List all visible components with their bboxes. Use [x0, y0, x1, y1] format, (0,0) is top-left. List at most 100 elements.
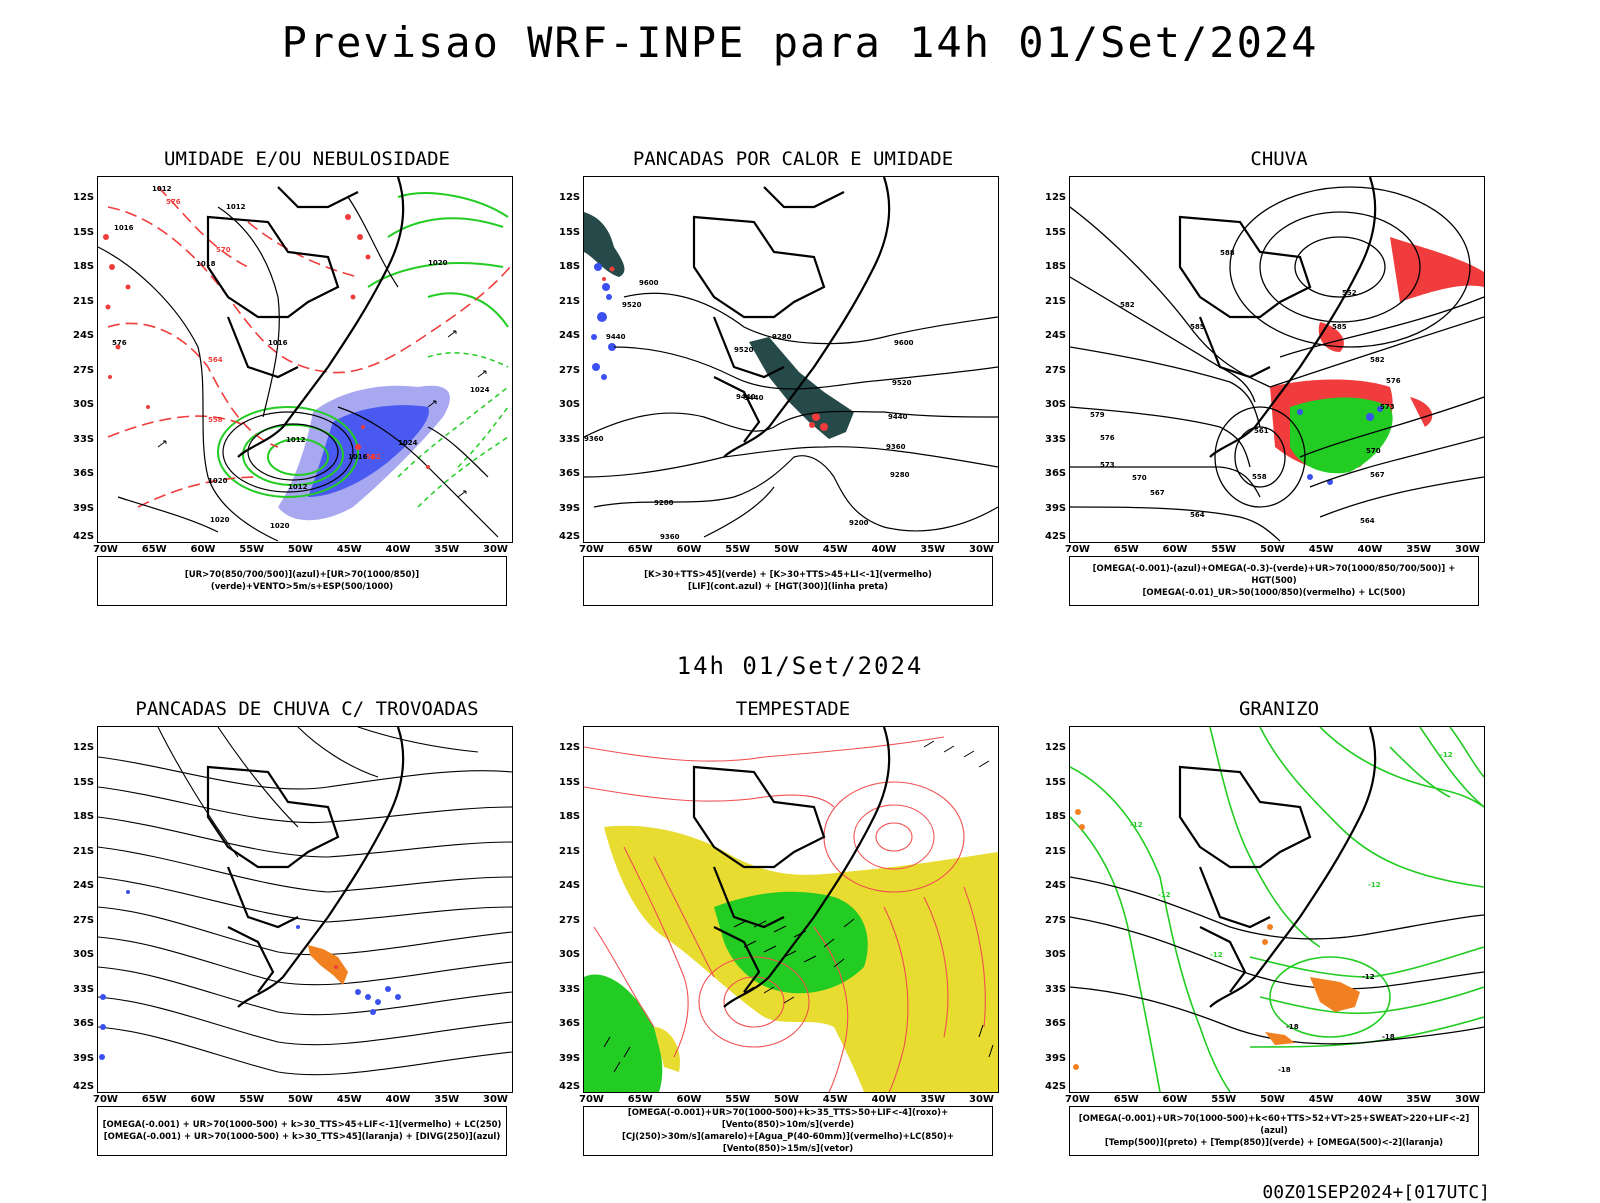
lat-tick-label: 12S: [73, 192, 95, 203]
middle-date: 14h 01/Set/2024: [676, 652, 924, 680]
panel-title: CHUVA: [1250, 148, 1308, 170]
contour-label: 570: [1132, 474, 1147, 482]
lat-tick-label: 36S: [559, 1018, 581, 1029]
panel-title: UMIDADE E/OU NEBULOSIDADE: [164, 148, 450, 170]
map-tempestade: [583, 726, 999, 1093]
legend-line: [OMEGA(-0.001) + UR>70(1000-500) + k>30_…: [103, 1132, 501, 1142]
panel-title: TEMPESTADE: [735, 698, 851, 720]
lon-tick-label: 60W: [1162, 544, 1188, 555]
lat-tick-label: 33S: [73, 983, 95, 995]
lat-tick-label: 39S: [1045, 1052, 1067, 1064]
lat-tick-label: 15S: [559, 776, 581, 788]
contour-label: 579: [1090, 411, 1105, 419]
lat-tick-label: 30S: [559, 949, 581, 960]
lat-tick-label: 12S: [559, 192, 581, 203]
map-granizo: -12 -18 -18 -18 -12 -12 -12 -12 -12: [1069, 726, 1485, 1093]
legend-line: [UR>70(850/700/500)](azul)+[UR>70(1000/8…: [184, 570, 420, 592]
lat-tick-label: 24S: [1045, 330, 1067, 341]
legend-line: [LIF](cont.azul) + [HGT(300)](linha pret…: [687, 582, 889, 592]
panel-chuva: CHUVA: [1069, 148, 1489, 618]
lon-tick-label: 55W: [1211, 544, 1237, 555]
contour-label: 1020: [428, 259, 448, 267]
legend-pancadas-trovoadas: [OMEGA(-0.001) + UR>70(1000-500) + k>30_…: [97, 1106, 507, 1156]
lon-tick-label: 70W: [93, 1094, 118, 1105]
legend-pancadas-calor: [K>30+TTS>45](verde) + [K>30+TTS>45+LI<-…: [583, 556, 993, 606]
lon-tick-label: 45W: [1308, 544, 1334, 555]
lon-tick-label: 65W: [1113, 1094, 1139, 1105]
contour-label: 552: [366, 453, 381, 461]
lon-tick-label: 50W: [774, 1094, 799, 1105]
contour-label: 1016: [114, 224, 134, 232]
lat-tick-label: 27S: [1045, 364, 1067, 376]
legend-umidade: [UR>70(850/700/500)](azul)+[UR>70(1000/8…: [97, 556, 507, 606]
contour-label: 570: [1366, 447, 1381, 455]
lon-tick-label: 55W: [725, 544, 751, 555]
lat-tick-label: 18S: [1045, 261, 1067, 272]
lat-tick-label: 27S: [73, 364, 95, 376]
lon-tick-label: 50W: [1260, 1094, 1285, 1105]
contour-label: 1020: [270, 522, 290, 530]
lon-tick-label: 55W: [1211, 1094, 1237, 1105]
lat-tick-label: 24S: [1045, 880, 1067, 891]
contour-label: 1012: [288, 483, 308, 491]
map-pancadas-calor: 9600 9520 9440 9520 9440 9360 9280 9200 …: [583, 176, 999, 543]
legend-line: [Temp(500)](preto) + [Temp(850)](verde) …: [1104, 1138, 1444, 1148]
lon-tick-label: 65W: [627, 1094, 653, 1105]
lat-tick-label: 30S: [1045, 399, 1067, 410]
lon-tick-label: 40W: [871, 544, 897, 555]
lon-tick-label: 50W: [288, 544, 313, 555]
lon-tick-label: 40W: [1357, 544, 1383, 555]
lon-tick-label: 70W: [1065, 1094, 1090, 1105]
lon-tick-label: 50W: [1260, 544, 1285, 555]
lon-tick-label: 45W: [336, 544, 362, 555]
contour-label: 1012: [226, 203, 246, 211]
lon-tick-label: 30W: [1455, 1094, 1480, 1105]
contour-label: 561: [1254, 427, 1269, 435]
contour-label: -12: [1368, 881, 1381, 889]
legend-line: [K>30+TTS>45](verde) + [K>30+TTS>45+LI<-…: [644, 570, 932, 580]
lon-tick-label: 35W: [920, 544, 946, 555]
lat-tick-label: 39S: [559, 1052, 581, 1064]
contour-label: 9520: [622, 301, 642, 309]
contour-label: -18: [1382, 1033, 1395, 1041]
lat-tick-label: 27S: [559, 914, 581, 926]
lat-tick-label: 15S: [1045, 776, 1067, 788]
lat-tick-label: 21S: [559, 845, 581, 857]
lat-tick-label: 36S: [1045, 1018, 1067, 1029]
panel-title: GRANIZO: [1238, 698, 1320, 720]
lat-tick-label: 12S: [1045, 742, 1067, 753]
contour-label: 576: [112, 339, 127, 347]
lon-tick-label: 35W: [1406, 544, 1432, 555]
contour-label: 558: [208, 416, 223, 424]
lon-tick-label: 40W: [1357, 1094, 1383, 1105]
lat-tick-label: 18S: [559, 261, 581, 272]
contour-label: 9360: [660, 533, 680, 541]
map-chuva: 588 585 582 579 576 573 570 567 564 561 …: [1069, 176, 1485, 543]
lat-tick-label: 42S: [559, 531, 581, 542]
contour-label: 564: [1190, 511, 1205, 519]
panel-title: PANCADAS POR CALOR E UMIDADE: [632, 148, 954, 170]
contour-label: 9360: [886, 443, 906, 451]
legend-tempestade: [OMEGA(-0.001)+UR>70(1000-500)+k>35_TTS>…: [583, 1106, 993, 1156]
panel-granizo: GRANIZO: [1069, 698, 1489, 1168]
panel-pancadas-calor: PANCADAS POR CALOR E UMIDADE: [583, 148, 1003, 618]
lat-tick-label: 30S: [73, 399, 95, 410]
lat-tick-label: 36S: [73, 468, 95, 479]
legend-line: [OMEGA(-0.001) + UR>70(1000-500) + k>30_…: [102, 1120, 502, 1130]
lon-tick-label: 35W: [434, 1094, 460, 1105]
contour-label: 9520: [892, 379, 912, 387]
lon-tick-label: 30W: [969, 1094, 994, 1105]
contour-label: 1020: [208, 477, 228, 485]
lon-tick-label: 70W: [1065, 544, 1090, 555]
lat-tick-label: 39S: [73, 1052, 95, 1064]
lon-tick-label: 55W: [239, 544, 265, 555]
contour-label: 9440: [744, 394, 764, 402]
lat-tick-label: 42S: [73, 531, 95, 542]
lon-tick-label: 45W: [822, 1094, 848, 1105]
lon-tick-label: 45W: [1308, 1094, 1334, 1105]
lon-tick-label: 30W: [483, 544, 508, 555]
contour-label: 1024: [470, 386, 490, 394]
lat-tick-label: 42S: [1045, 1081, 1067, 1092]
lat-tick-label: 30S: [1045, 949, 1067, 960]
contour-label: 552: [1342, 289, 1357, 297]
